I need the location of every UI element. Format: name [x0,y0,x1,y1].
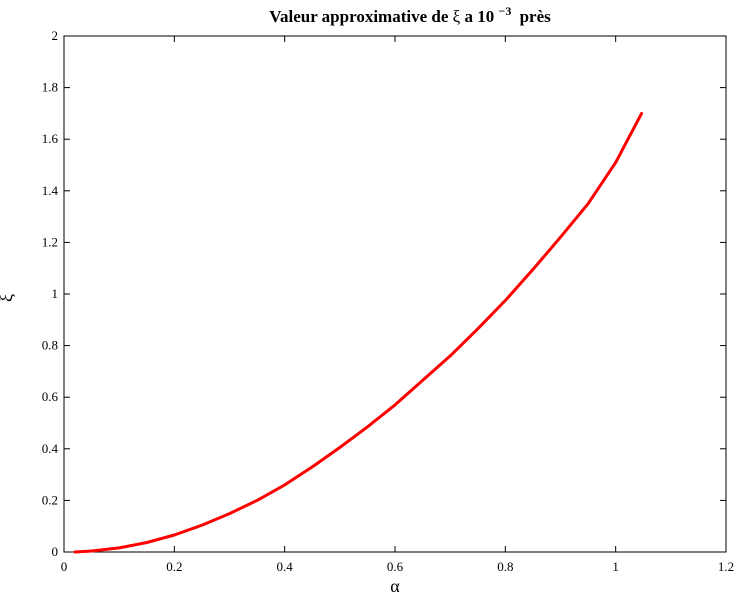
y-tick-label: 1.4 [42,183,59,198]
y-tick-label: 0.4 [42,441,59,456]
title-exponent: −3 [498,4,511,18]
x-tick-label: 1.2 [718,559,734,574]
title-middle: a 10 [464,7,494,26]
chart-title: Valeur approximative de ξ a 10 −3 près [269,0,551,26]
y-tick-label: 1.2 [42,234,58,249]
y-tick-label: 0.8 [42,338,58,353]
x-tick-label: 0 [61,559,68,574]
y-tick-label: 1.8 [42,80,58,95]
y-tick-label: 0 [52,544,59,559]
ticks-layer: 0 0.2 0.4 0.6 0.8 1 1.2 0 0.2 0.4 0.6 0.8 1 1.2 1.4 1.6… [42,28,734,574]
x-axis-label: α [390,576,400,596]
x-tick-label: 0.8 [497,559,513,574]
x-tick-label: 0.6 [387,559,404,574]
x-tick-label: 0.4 [277,559,294,574]
plot-frame [63,35,727,553]
title-symbol: ξ [453,7,461,26]
y-tick-label: 0.6 [42,389,59,404]
y-tick-label: 1 [52,286,59,301]
series-line [73,111,644,554]
title-suffix: près [520,7,552,26]
series-layer [73,111,644,554]
y-tick-label: 2 [52,28,59,43]
y-tick-label: 0.2 [42,492,58,507]
y-axis-label: ξ [0,294,16,302]
y-tick-label: 1.6 [42,131,59,146]
x-tick-label: 1 [612,559,619,574]
title-prefix: Valeur approximative de [269,7,449,26]
x-tick-label: 0.2 [166,559,182,574]
